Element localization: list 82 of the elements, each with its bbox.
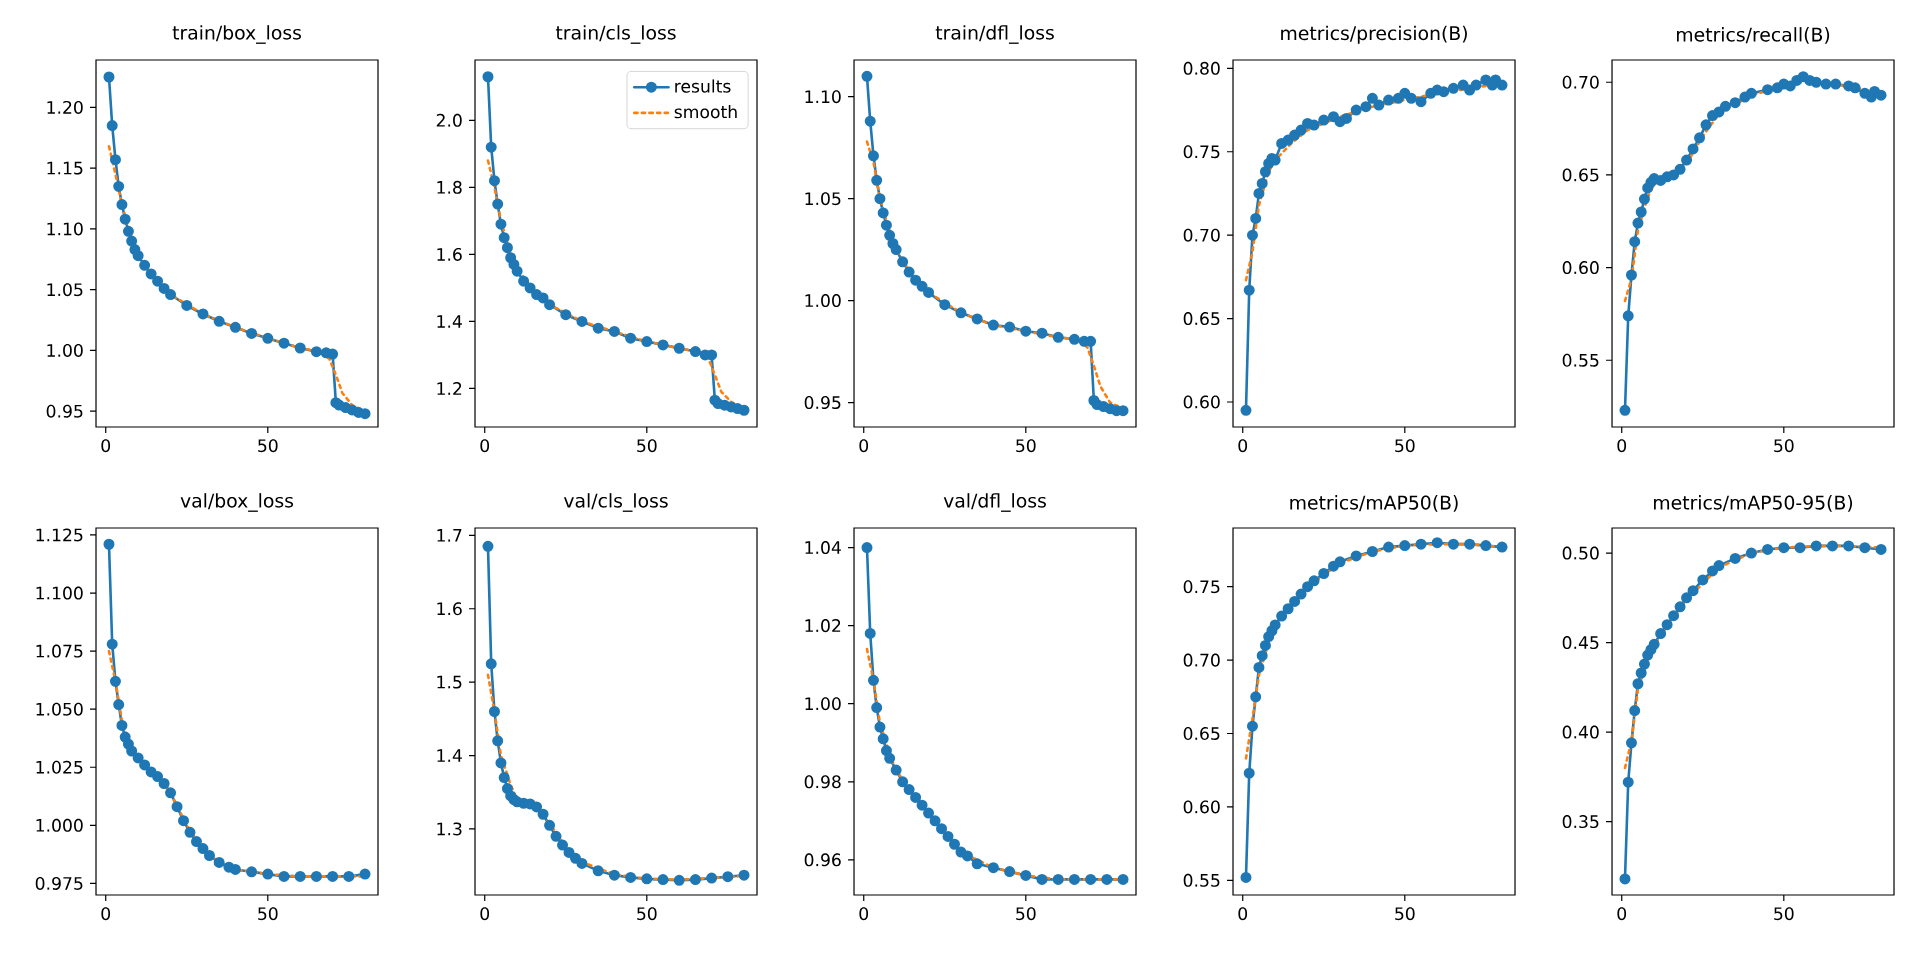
y-tick-label: 1.000 — [36, 818, 83, 832]
y-tick-label: 0.75 — [1183, 580, 1220, 594]
y-tick-label: 0.60 — [1562, 261, 1599, 275]
x-tick-label: 50 — [1395, 439, 1415, 453]
y-tick-label: 0.35 — [1562, 815, 1599, 829]
x-tick-label: 0 — [480, 439, 490, 453]
y-tick-label: 1.125 — [36, 528, 83, 542]
y-tick-label: 0.60 — [1183, 395, 1220, 409]
y-tick-label: 0.95 — [804, 396, 841, 410]
y-tick-label: 1.00 — [47, 343, 83, 357]
y-tick-label: 1.4 — [437, 749, 462, 762]
x-tick-label: 50 — [258, 439, 278, 453]
y-tick-label: 0.55 — [1183, 873, 1220, 887]
y-tick-label: 1.5 — [437, 675, 462, 689]
x-tick-label: 0 — [1617, 439, 1627, 453]
y-tick-label: 0.55 — [1562, 353, 1599, 367]
chart-title: metrics/mAP50(B) — [1290, 495, 1458, 512]
y-tick-label: 1.6 — [437, 602, 462, 616]
legend-label: results — [675, 79, 731, 93]
chart-title: val/cls_loss — [563, 493, 668, 512]
y-tick-label: 1.4 — [437, 315, 462, 328]
legend-label: smooth — [674, 105, 737, 119]
y-tick-label: 0.60 — [1183, 800, 1220, 814]
y-tick-label: 1.8 — [437, 180, 462, 194]
y-tick-label: 0.80 — [1183, 61, 1220, 75]
y-tick-label: 0.50 — [1562, 546, 1599, 560]
x-tick-label: 0 — [1617, 907, 1627, 921]
y-tick-label: 0.975 — [35, 876, 83, 890]
y-tick-label: 1.025 — [36, 760, 83, 774]
y-tick-label: 0.65 — [1183, 312, 1220, 326]
y-tick-label: 1.100 — [36, 586, 83, 600]
x-tick-label: 0 — [101, 439, 111, 453]
y-tick-label: 0.65 — [1183, 727, 1220, 741]
y-tick-label: 1.10 — [805, 90, 841, 104]
chart-title: train/box_loss — [172, 25, 302, 44]
y-tick-label: 1.00 — [805, 697, 841, 711]
y-tick-label: 0.70 — [1562, 75, 1599, 89]
y-tick-label: 1.00 — [805, 294, 841, 308]
x-tick-label: 0 — [859, 907, 869, 921]
chart-title: metrics/mAP50-95(B) — [1654, 495, 1853, 512]
x-tick-label: 50 — [1395, 907, 1415, 921]
x-tick-label: 50 — [637, 439, 657, 453]
y-tick-label: 1.10 — [47, 222, 83, 236]
y-tick-label: 0.45 — [1562, 636, 1599, 650]
chart-title: train/cls_loss — [555, 25, 676, 44]
y-tick-label: 1.2 — [437, 382, 462, 395]
x-tick-label: 0 — [1238, 439, 1248, 453]
y-tick-label: 0.70 — [1183, 653, 1220, 667]
y-tick-label: 1.050 — [36, 702, 83, 716]
y-tick-label: 0.96 — [804, 853, 841, 867]
y-tick-label: 0.65 — [1562, 168, 1599, 182]
x-tick-label: 0 — [101, 907, 111, 921]
x-tick-label: 50 — [1016, 439, 1036, 453]
y-tick-label: 1.04 — [805, 541, 841, 555]
x-tick-label: 0 — [480, 907, 490, 921]
x-tick-label: 50 — [258, 907, 278, 921]
chart-title: metrics/recall(B) — [1677, 27, 1830, 44]
x-tick-label: 50 — [1016, 907, 1036, 921]
x-tick-label: 0 — [1238, 907, 1248, 921]
chart-title: val/dfl_loss — [943, 493, 1046, 512]
y-tick-label: 2.0 — [436, 113, 462, 127]
y-tick-label: 1.02 — [805, 619, 841, 633]
y-tick-label: 1.20 — [47, 100, 83, 114]
chart-title: val/box_loss — [180, 493, 294, 512]
y-tick-label: 1.7 — [437, 529, 462, 542]
x-tick-label: 0 — [859, 439, 869, 453]
y-tick-label: 1.075 — [36, 644, 83, 658]
y-tick-label: 0.70 — [1183, 228, 1220, 242]
y-tick-label: 1.6 — [437, 247, 462, 261]
y-tick-label: 1.05 — [47, 283, 83, 297]
x-tick-label: 50 — [1774, 439, 1794, 453]
y-tick-label: 0.75 — [1183, 145, 1220, 159]
y-tick-label: 1.15 — [47, 161, 83, 175]
y-tick-label: 0.40 — [1562, 725, 1599, 739]
y-tick-label: 0.95 — [46, 404, 83, 418]
x-tick-label: 50 — [1774, 907, 1794, 921]
y-tick-label: 1.3 — [437, 822, 462, 836]
chart-title: metrics/precision(B) — [1281, 25, 1467, 44]
y-tick-label: 1.05 — [805, 192, 841, 206]
chart-title: train/dfl_loss — [935, 25, 1054, 44]
y-tick-label: 0.98 — [804, 775, 841, 789]
x-tick-label: 50 — [637, 907, 657, 921]
